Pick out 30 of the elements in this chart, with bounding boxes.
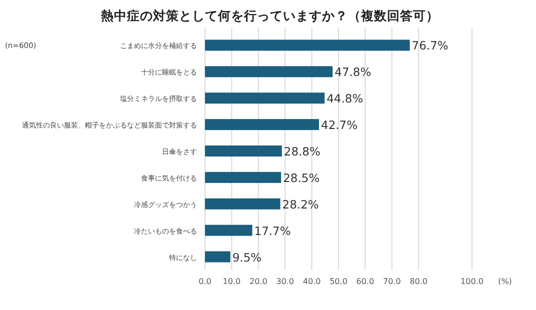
chart-title: 熱中症の対策として何を行っていますか？（複数回答可） bbox=[100, 8, 439, 23]
data-label: 44.8% bbox=[326, 92, 364, 106]
bar bbox=[205, 92, 325, 104]
x-tick-label: 100.0 bbox=[460, 277, 484, 286]
bar bbox=[205, 198, 280, 210]
data-label: 17.7% bbox=[254, 224, 291, 238]
x-tick-label: 30.0 bbox=[276, 277, 294, 286]
bar bbox=[205, 224, 252, 236]
x-tick-label: 20.0 bbox=[249, 277, 268, 286]
bar bbox=[205, 40, 410, 51]
data-label: 28.8% bbox=[284, 144, 320, 158]
bar bbox=[205, 146, 282, 156]
data-label: 9.5% bbox=[232, 250, 262, 264]
x-tick-label: 50.0 bbox=[330, 277, 348, 286]
x-tick-label: 10.0 bbox=[222, 277, 241, 286]
bar bbox=[205, 119, 320, 130]
data-label: 28.5% bbox=[283, 170, 320, 185]
data-label: 42.7% bbox=[321, 118, 358, 132]
x-tick-label: 0.0 bbox=[198, 277, 212, 286]
x-tick-label: 80.0 bbox=[410, 277, 428, 286]
data-label: 47.8% bbox=[334, 65, 372, 80]
x-tick-label: 40.0 bbox=[302, 277, 321, 286]
bar bbox=[205, 172, 282, 183]
bar bbox=[205, 66, 333, 78]
x-tick-label: 70.0 bbox=[382, 277, 401, 286]
x-tick-label: 60.0 bbox=[356, 277, 374, 286]
x-axis-title: (%) bbox=[498, 277, 512, 286]
data-label: 76.7% bbox=[412, 38, 448, 53]
bar bbox=[205, 251, 230, 262]
data-label: 28.2% bbox=[282, 197, 319, 212]
